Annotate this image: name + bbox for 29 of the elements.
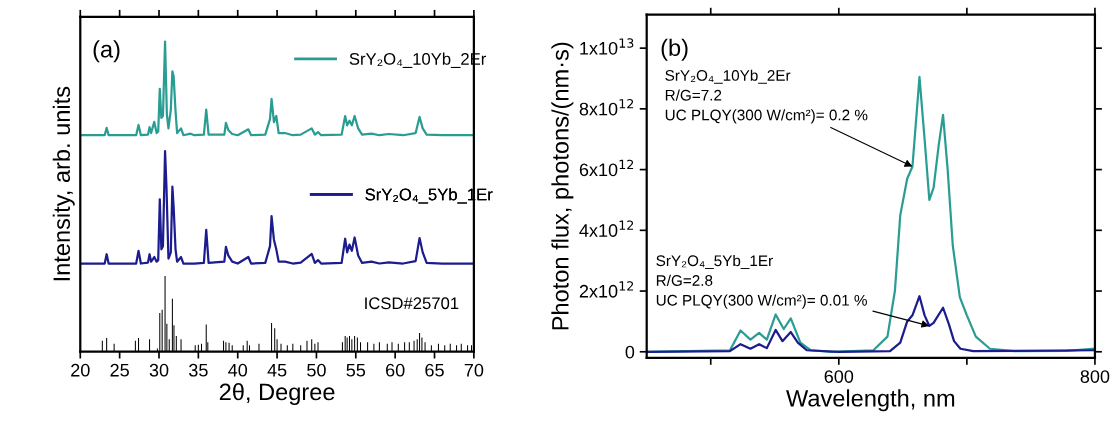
y-axis-title: Intensity, arb. units [52, 86, 75, 281]
annotation: SrY₂O₄_10Yb_2Er R/G=7.2 UC PLQY(300 W/cm²)= 0.2 % [665, 69, 868, 124]
line-series [646, 295, 1095, 353]
x-tick-label: 20 [71, 363, 90, 377]
x-axis-title: 2θ, Degree [219, 382, 335, 405]
x-tick-label: 40 [228, 363, 248, 377]
y-axis-title: Photon flux, photons/(nm·s) [551, 42, 574, 330]
annotation: SrY₂O₄_5Yb_1Er R/G=2.8 UC PLQY(300 W/cm²)= 0.01 % [656, 254, 867, 309]
y-tick-label: 8x10$^{12}$ [579, 98, 634, 116]
annotation: (b) [661, 38, 688, 61]
x-axis-title: Wavelength, nm [786, 389, 955, 412]
x-tick-label: 50 [307, 363, 326, 377]
y-tick-label: 1x10$^{13}$ [580, 38, 634, 55]
x-tick-label: 45 [267, 364, 287, 377]
x-tick-label: 70 [464, 363, 484, 377]
annotation: (a) [93, 40, 120, 63]
x-tick-label: 65 [425, 363, 444, 377]
y-tick-label: 6x10$^{12}$ [579, 159, 634, 177]
x-tick-label: 60 [386, 363, 405, 377]
y-tick-label: 0 [625, 345, 635, 359]
y-tick-label: 4x10$^{12}$ [579, 220, 634, 237]
x-tick-label: 600 [824, 370, 854, 383]
x-tick-label: 35 [189, 363, 208, 377]
series-label: ICSD#25701 [365, 297, 459, 310]
y-tick-label: 2x10$^{12}$ [579, 281, 634, 298]
x-tick-label: 55 [346, 364, 366, 377]
x-tick-label: 25 [110, 363, 129, 377]
x-tick-label: 30 [149, 363, 169, 377]
x-tick-label: 800 [1080, 370, 1110, 383]
